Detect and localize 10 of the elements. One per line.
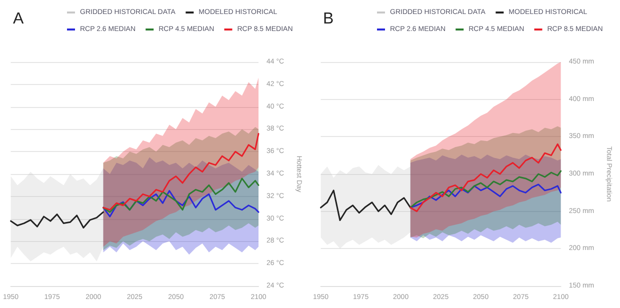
line-series [102, 132, 260, 211]
line-series [102, 190, 260, 218]
line-series [10, 211, 104, 229]
line-series [410, 184, 562, 208]
line-series [102, 178, 260, 213]
line-series [410, 170, 562, 208]
chart-title: B [323, 10, 334, 28]
chart-title: A [13, 10, 24, 28]
line-series [410, 143, 562, 212]
line-series [320, 190, 412, 222]
